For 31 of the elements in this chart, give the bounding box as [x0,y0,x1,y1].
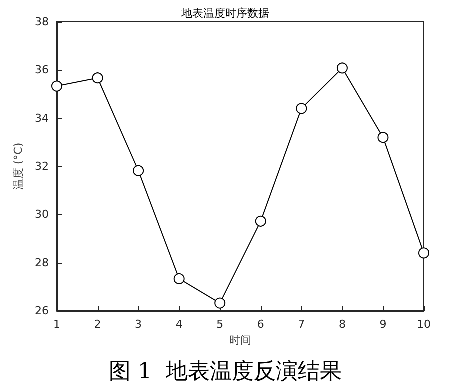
x-tick-label: 5 [216,318,224,331]
point [174,273,185,284]
x-tick-label: 9 [380,318,387,331]
x-tick-label: 3 [135,318,142,331]
x-tick-label: 4 [176,318,183,331]
point [214,298,226,309]
x-tick-label: 10 [417,318,431,331]
y-axis-title: 温度 (°C) [12,142,26,190]
y-tick-label: 38 [35,16,49,28]
y-tick-label: 28 [35,256,49,270]
point [52,80,62,92]
y-tick-label: 32 [35,160,49,173]
point [296,103,308,114]
point [92,72,104,84]
point [133,165,144,176]
y-tick-label: 36 [35,64,49,77]
x-tick-label: 1 [54,318,60,331]
point [418,248,430,259]
y-tick-label: 26 [35,304,49,318]
y-tick-label: 30 [35,208,49,222]
point [336,62,348,74]
point [255,216,266,227]
chart-title: 地表温度时序数据 [180,7,270,20]
x-tick-label: 8 [338,318,346,331]
x-tick-label: 6 [257,318,264,331]
x-tick-label: 7 [298,318,306,331]
point [378,132,389,144]
caption: 图 1 地表温度反演结果 [109,360,342,384]
y-tick-label: 34 [35,112,49,125]
x-axis-title: 时间 [230,334,252,347]
x-tick-label: 2 [94,318,102,331]
